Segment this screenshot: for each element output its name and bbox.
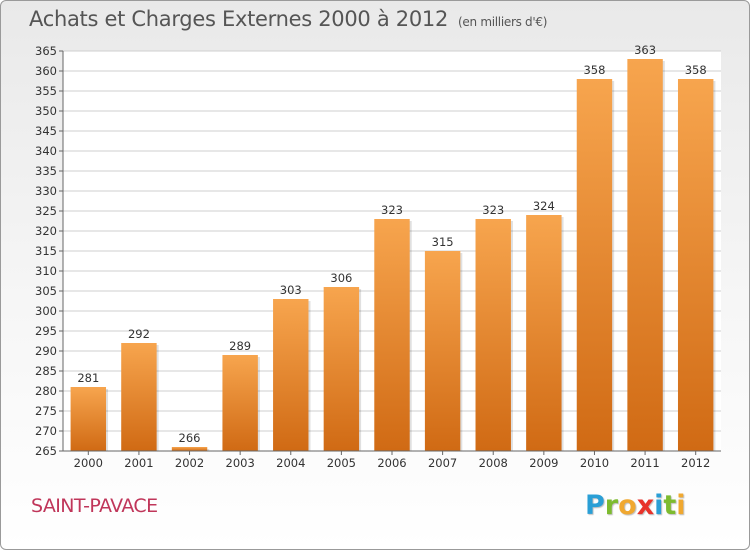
x-tick-label: 2001 bbox=[124, 456, 153, 470]
logo-letter: t bbox=[663, 490, 677, 521]
y-tick-label: 280 bbox=[35, 384, 57, 398]
y-tick-label: 340 bbox=[35, 144, 57, 158]
logo-letter: P bbox=[585, 490, 605, 521]
y-tick-label: 325 bbox=[35, 204, 57, 218]
y-tick-label: 350 bbox=[35, 104, 57, 118]
x-tick-label: 2012 bbox=[681, 456, 710, 470]
y-tick-label: 365 bbox=[35, 44, 57, 58]
bar-value-label: 315 bbox=[432, 235, 454, 249]
chart-title: Achats et Charges Externes 2000 à 2012 (e… bbox=[29, 7, 547, 31]
bar bbox=[677, 79, 714, 451]
y-tick-label: 275 bbox=[35, 404, 57, 418]
proxiti-logo: Proxiti bbox=[585, 490, 686, 521]
logo-letter: x bbox=[636, 490, 655, 521]
x-tick-label: 2003 bbox=[226, 456, 255, 470]
y-tick-label: 320 bbox=[35, 224, 57, 238]
bar bbox=[121, 343, 157, 451]
y-tick-label: 355 bbox=[35, 84, 57, 98]
x-tick-label: 2009 bbox=[529, 456, 558, 470]
bar-value-label: 292 bbox=[128, 327, 150, 341]
y-tick-label: 335 bbox=[35, 164, 57, 178]
bar bbox=[576, 79, 613, 451]
bar bbox=[424, 251, 461, 451]
logo-letter: o bbox=[618, 490, 637, 521]
x-tick-label: 2008 bbox=[479, 456, 508, 470]
bar bbox=[475, 219, 511, 451]
x-tick-label: 2011 bbox=[630, 456, 659, 470]
bar-value-label: 281 bbox=[77, 371, 99, 385]
commune-name: SAINT-PAVACE bbox=[31, 495, 158, 517]
y-tick-label: 330 bbox=[35, 184, 57, 198]
x-tick-label: 2010 bbox=[580, 456, 609, 470]
y-tick-label: 300 bbox=[35, 304, 57, 318]
bar-value-label: 324 bbox=[533, 199, 555, 213]
bar-value-label: 358 bbox=[583, 63, 605, 77]
bar bbox=[222, 355, 258, 451]
y-tick-label: 305 bbox=[35, 284, 57, 298]
y-tick-label: 315 bbox=[35, 244, 57, 258]
y-tick-label: 295 bbox=[35, 324, 57, 338]
y-tick-label: 285 bbox=[35, 364, 57, 378]
y-tick-label: 310 bbox=[35, 264, 57, 278]
chart-subtitle: (en milliers d'€) bbox=[458, 15, 548, 29]
bar bbox=[323, 287, 360, 451]
bar-value-label: 323 bbox=[482, 203, 504, 217]
y-tick-label: 265 bbox=[35, 444, 57, 458]
y-tick-label: 290 bbox=[35, 344, 57, 358]
logo-letter: i bbox=[654, 490, 664, 521]
y-tick-label: 345 bbox=[35, 124, 57, 138]
bar bbox=[70, 387, 107, 451]
y-tick-label: 360 bbox=[35, 64, 57, 78]
bar bbox=[526, 215, 562, 451]
bar-value-label: 358 bbox=[685, 63, 707, 77]
bar bbox=[273, 299, 309, 451]
bar-value-label: 289 bbox=[229, 339, 251, 353]
x-tick-label: 2006 bbox=[377, 456, 406, 470]
chart-title-text: Achats et Charges Externes 2000 à 2012 bbox=[29, 7, 449, 31]
logo-letter: i bbox=[676, 490, 686, 521]
y-tick-label: 270 bbox=[35, 424, 57, 438]
x-tick-label: 2007 bbox=[428, 456, 457, 470]
bar-value-label: 363 bbox=[634, 43, 656, 57]
logo-letter: r bbox=[604, 490, 619, 521]
bar-value-label: 323 bbox=[381, 203, 403, 217]
bar-value-label: 266 bbox=[179, 431, 201, 445]
bar-value-label: 306 bbox=[330, 271, 352, 285]
x-tick-label: 2000 bbox=[74, 456, 103, 470]
bar bbox=[171, 447, 208, 451]
bar-value-label: 303 bbox=[280, 283, 302, 297]
x-tick-label: 2004 bbox=[276, 456, 305, 470]
x-tick-label: 2002 bbox=[175, 456, 204, 470]
bar bbox=[374, 219, 410, 451]
x-tick-label: 2005 bbox=[327, 456, 356, 470]
bar bbox=[627, 59, 663, 451]
